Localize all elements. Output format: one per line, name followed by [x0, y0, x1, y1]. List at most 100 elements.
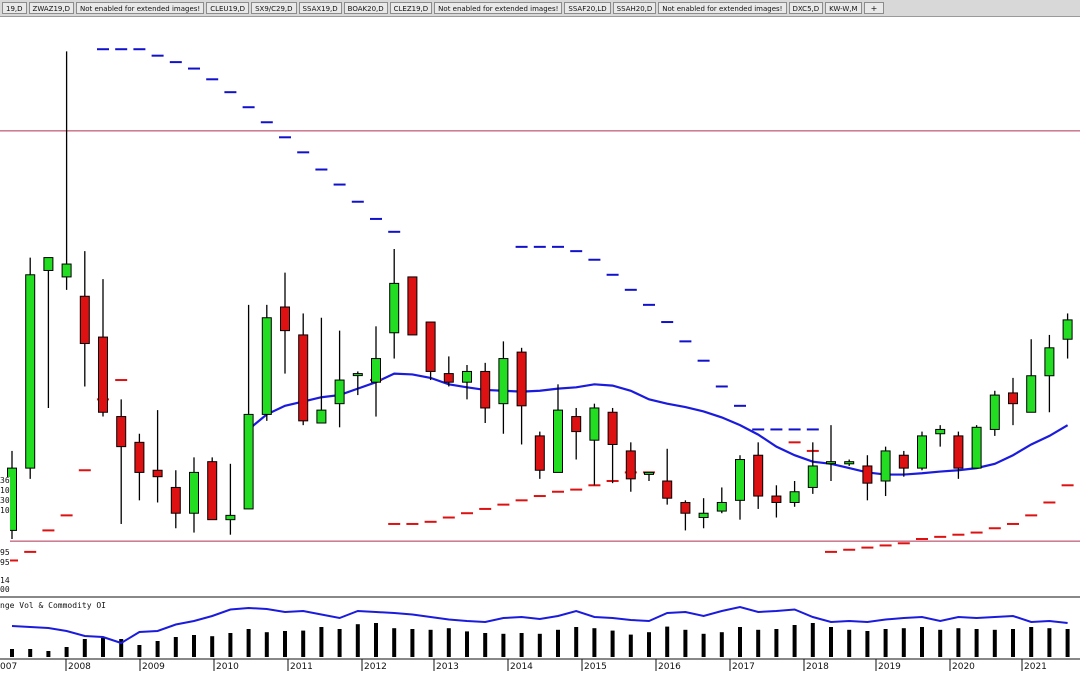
- chart-tab[interactable]: SX9/C29,D: [251, 2, 297, 14]
- candle[interactable]: [243, 304, 254, 510]
- add-tab-button[interactable]: +: [863, 2, 885, 14]
- candle[interactable]: [880, 446, 891, 497]
- year-label: 007: [0, 662, 17, 672]
- candle-body: [243, 413, 254, 510]
- candle[interactable]: [280, 272, 290, 374]
- candle-body: [680, 501, 691, 514]
- candle[interactable]: [844, 459, 855, 466]
- candle[interactable]: [625, 442, 636, 492]
- candle[interactable]: [698, 498, 709, 529]
- candle[interactable]: [98, 279, 108, 417]
- candle[interactable]: [425, 321, 436, 381]
- volume-bar: [46, 651, 51, 657]
- candle[interactable]: [735, 455, 745, 520]
- candle[interactable]: [898, 450, 909, 477]
- chart-tab[interactable]: 19,D: [2, 2, 27, 14]
- axis-tick-label: 36: [0, 476, 10, 485]
- volume-bars: [10, 623, 1070, 657]
- chart-tab[interactable]: ZWAZ19,D: [28, 2, 74, 14]
- candle-body: [298, 334, 309, 422]
- candle[interactable]: [771, 485, 782, 518]
- candle-body: [152, 469, 163, 478]
- candle[interactable]: [971, 425, 982, 469]
- candle[interactable]: [407, 276, 418, 336]
- axis-tick-label: 10: [0, 506, 10, 515]
- candle[interactable]: [1044, 334, 1055, 413]
- volume-bar: [355, 624, 360, 657]
- volume-bar: [374, 623, 378, 657]
- candle[interactable]: [79, 251, 90, 387]
- candle-body: [1008, 392, 1018, 405]
- candle[interactable]: [534, 431, 545, 479]
- chart-tab[interactable]: KW-W,M: [825, 2, 862, 14]
- candle[interactable]: [43, 257, 54, 408]
- candle[interactable]: [116, 399, 127, 524]
- candle[interactable]: [571, 407, 582, 460]
- candle[interactable]: [662, 448, 673, 505]
- chart-tab[interactable]: Not enabled for extended images!: [434, 2, 563, 14]
- chart-tab[interactable]: CLEZ19,D: [389, 2, 433, 14]
- candle[interactable]: [1026, 339, 1037, 413]
- candle[interactable]: [189, 457, 199, 533]
- candle[interactable]: [607, 407, 618, 484]
- moving-average-line: [247, 372, 1069, 476]
- candle[interactable]: [753, 442, 764, 509]
- volume-bar: [137, 645, 142, 657]
- candle[interactable]: [953, 431, 964, 479]
- volume-bar: [446, 628, 451, 657]
- candle[interactable]: [443, 356, 454, 387]
- year-label: 2016: [658, 662, 681, 672]
- candle[interactable]: [589, 403, 600, 486]
- candle[interactable]: [716, 487, 727, 514]
- candle[interactable]: [352, 371, 363, 396]
- candle[interactable]: [1062, 313, 1073, 359]
- candle[interactable]: [389, 249, 400, 359]
- candle[interactable]: [134, 433, 145, 501]
- candle[interactable]: [989, 390, 1000, 436]
- chart-tab[interactable]: BOAK20,D: [343, 2, 388, 14]
- candle[interactable]: [935, 425, 946, 447]
- chart-tab[interactable]: SSAX19,D: [298, 2, 342, 14]
- candle[interactable]: [316, 317, 327, 424]
- candle[interactable]: [152, 410, 163, 503]
- chart-tab[interactable]: SSAF20,LD: [564, 2, 611, 14]
- candle[interactable]: [644, 471, 654, 481]
- axis-tick-label: 95: [0, 558, 10, 567]
- candle[interactable]: [789, 481, 800, 507]
- candle[interactable]: [170, 470, 181, 529]
- candle[interactable]: [917, 431, 927, 471]
- chart-tab[interactable]: Not enabled for extended images!: [658, 2, 787, 14]
- candle[interactable]: [807, 442, 818, 494]
- candle[interactable]: [225, 463, 236, 535]
- candle[interactable]: [371, 326, 381, 417]
- candle[interactable]: [516, 347, 527, 445]
- candle[interactable]: [298, 313, 309, 426]
- candle[interactable]: [207, 457, 218, 521]
- chart-tab[interactable]: DXC5,D: [788, 2, 824, 14]
- chart-tab[interactable]: CLEU19,D: [206, 2, 250, 14]
- axis-tick-label: 95: [0, 548, 10, 557]
- candle[interactable]: [1008, 377, 1018, 426]
- volume-bar: [810, 623, 815, 657]
- candle[interactable]: [261, 304, 272, 421]
- candle[interactable]: [553, 384, 563, 473]
- candle[interactable]: [480, 362, 491, 423]
- volume-bar: [173, 637, 178, 657]
- chart-tab[interactable]: SSAH20,D: [612, 2, 657, 14]
- chart-tab[interactable]: Not enabled for extended images!: [75, 2, 205, 14]
- candle[interactable]: [680, 500, 691, 531]
- candle[interactable]: [25, 257, 36, 479]
- candle[interactable]: [334, 330, 345, 428]
- candle[interactable]: [826, 425, 836, 481]
- candle[interactable]: [462, 365, 472, 400]
- volume-bar: [428, 629, 433, 657]
- open-interest-polyline: [11, 605, 1068, 645]
- volume-bar: [847, 629, 852, 657]
- candle[interactable]: [61, 51, 72, 290]
- candle[interactable]: [862, 455, 873, 501]
- lower-panel-title: nge Vol & Commodity OI: [0, 601, 106, 610]
- candle[interactable]: [498, 341, 509, 434]
- candle-body: [1026, 375, 1037, 413]
- candle-body: [807, 465, 818, 488]
